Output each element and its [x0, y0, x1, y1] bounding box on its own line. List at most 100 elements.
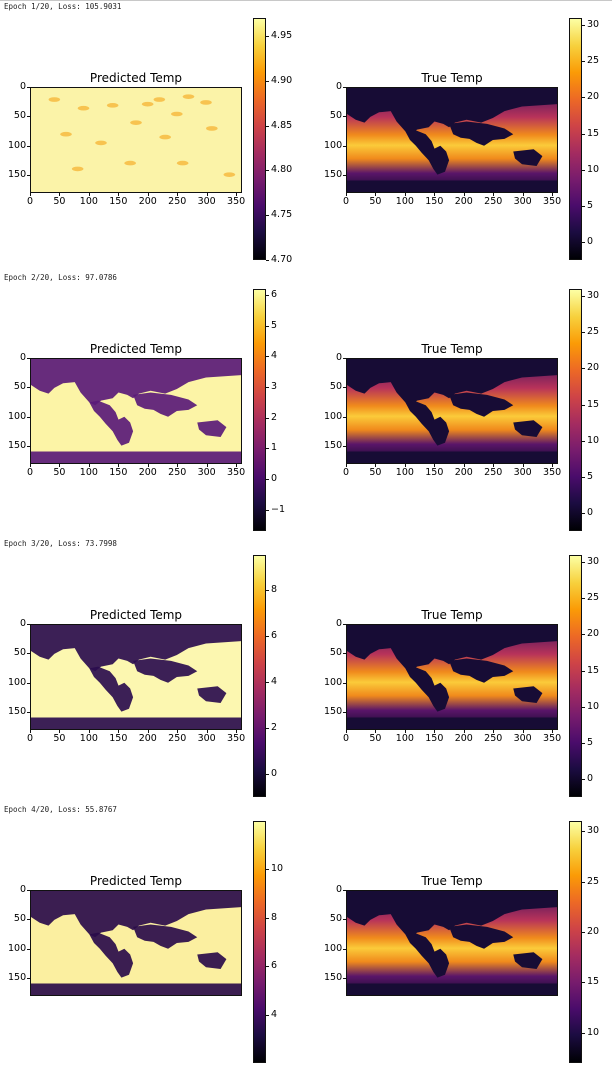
y-tick-label: 100	[324, 942, 343, 954]
colorbar-tick-mark	[266, 215, 269, 217]
x-tick-label: 250	[168, 467, 187, 478]
colorbar-tick-label: 2	[271, 721, 278, 733]
x-tick-label: 150	[425, 467, 444, 478]
y-tick-mark	[27, 978, 30, 980]
x-tick-label: 50	[369, 467, 382, 478]
x-tick-label: 350	[227, 467, 246, 478]
x-tick-label: 300	[197, 467, 216, 478]
prediction-blob-7	[60, 131, 72, 137]
colorbar-tick-label: 3	[271, 381, 278, 393]
x-tick-label: 100	[395, 733, 414, 744]
y-tick-mark	[343, 890, 346, 891]
prediction-blob-6	[200, 100, 212, 105]
y-tick-label: 0	[19, 618, 26, 629]
y-tick-label: 100	[324, 410, 343, 422]
x-tick-mark	[118, 193, 120, 196]
colorbar-tick-label: 4.90	[271, 74, 293, 86]
x-tick-label: 150	[425, 196, 444, 207]
colorbar-tick-label: 15	[587, 976, 600, 988]
y-tick-mark	[343, 624, 346, 625]
colorbar-tick-label: 4.95	[271, 29, 293, 41]
y-tick-label: 100	[8, 676, 27, 688]
colorbar-tick-label: 2	[271, 411, 278, 423]
y-tick-mark	[343, 416, 346, 418]
prediction-blob-12	[71, 166, 84, 172]
colorbar-tick-label: 25	[587, 55, 600, 67]
colorbar-tick-label: 4.80	[271, 164, 293, 176]
x-tick-mark	[118, 464, 120, 467]
x-tick-mark	[404, 730, 406, 733]
x-tick-label: 200	[138, 196, 157, 207]
predicted-temp-map-2	[30, 358, 242, 464]
x-tick-label: 150	[109, 733, 128, 744]
predicted-temp-title-4: Predicted Temp	[89, 874, 183, 888]
land-mask-1	[347, 625, 557, 672]
colorbar-tick-mark	[582, 512, 585, 514]
colorbar-tick-mark	[582, 706, 585, 708]
x-tick-label: 250	[484, 196, 503, 207]
y-tick-mark	[27, 919, 30, 921]
true-temp-map-2	[346, 358, 558, 464]
colorbar-tick-label: 6	[271, 629, 278, 641]
x-tick-mark	[346, 464, 347, 467]
y-tick-mark	[343, 87, 346, 88]
x-tick-label: 50	[369, 733, 382, 744]
colorbar-tick-mark	[266, 387, 269, 389]
colorbar-tick-mark	[266, 295, 269, 297]
y-tick-label: 100	[324, 676, 343, 688]
colorbar-tick-mark	[266, 80, 269, 82]
colorbar-tick-mark	[266, 869, 269, 871]
colorbar-tick-mark	[266, 773, 269, 775]
epoch-log-line: Epoch 3/20, Loss: 73.7998	[4, 539, 117, 548]
colorbar-tick-label: 30	[587, 825, 600, 837]
y-tick-mark	[343, 175, 346, 177]
y-tick-mark	[343, 387, 346, 389]
true-colorbar-1	[569, 18, 582, 260]
land-mask-4	[513, 420, 543, 437]
colorbar-tick-label: 4	[271, 1008, 278, 1020]
true-temp-title-4: True Temp	[421, 874, 483, 888]
y-tick-label: 150	[324, 169, 343, 181]
predicted-colorbar-1	[253, 18, 266, 260]
y-tick-label: 150	[324, 706, 343, 718]
colorbar-tick-mark	[582, 742, 585, 744]
colorbar-tick-label: 30	[587, 556, 600, 568]
land-mask-2	[405, 666, 450, 712]
y-tick-mark	[27, 712, 30, 714]
x-tick-mark	[30, 464, 31, 467]
colorbar-tick-label: 5	[271, 319, 278, 331]
y-tick-label: 50	[329, 647, 342, 659]
colorbar-tick-label: 0	[271, 767, 278, 779]
colorbar-gradient	[570, 556, 581, 796]
colorbar-tick-mark	[582, 25, 585, 27]
prediction-blob-10	[159, 134, 171, 140]
true-temp-title-3: True Temp	[421, 608, 483, 622]
x-tick-mark	[147, 464, 149, 467]
colorbar-tick-mark	[266, 727, 269, 729]
predicted-land-3	[133, 658, 198, 683]
x-tick-mark	[346, 193, 347, 196]
x-tick-mark	[88, 193, 90, 196]
y-tick-mark	[27, 624, 30, 625]
x-tick-mark	[552, 464, 554, 467]
colorbar-tick-mark	[582, 562, 585, 564]
colorbar-tick-label: 10	[587, 1026, 600, 1038]
x-tick-mark	[552, 730, 554, 733]
land-mask-2	[405, 129, 450, 175]
predicted-land-2	[89, 932, 134, 978]
land-mask-3	[449, 121, 514, 146]
predicted-land-1	[31, 625, 241, 672]
y-tick-label: 50	[329, 381, 342, 393]
x-tick-mark	[177, 464, 179, 467]
prediction-blob-5	[171, 111, 183, 117]
x-tick-mark	[463, 464, 465, 467]
x-tick-mark	[375, 730, 377, 733]
y-tick-mark	[343, 116, 346, 118]
x-tick-mark	[59, 464, 61, 467]
y-tick-label: 0	[335, 81, 342, 92]
land-mask-2	[405, 400, 450, 446]
colorbar-gradient	[254, 822, 265, 1062]
colorbar-tick-mark	[582, 598, 585, 600]
land-mask-1	[347, 88, 557, 135]
prediction-blob-8	[95, 140, 107, 146]
